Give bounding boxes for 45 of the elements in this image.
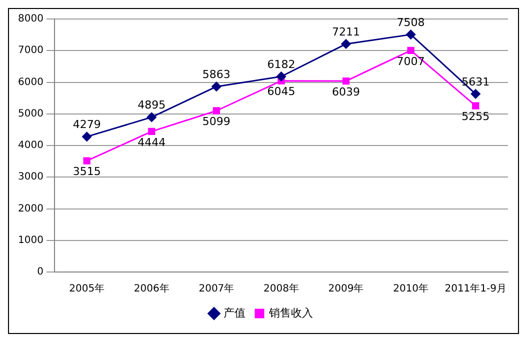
data-label: 6045 bbox=[267, 85, 296, 98]
data-label: 4279 bbox=[72, 118, 101, 132]
point bbox=[146, 112, 156, 122]
point bbox=[83, 157, 90, 164]
x-tick-label: 2008年 bbox=[264, 282, 299, 295]
point bbox=[148, 128, 156, 136]
point bbox=[276, 72, 286, 82]
point bbox=[341, 39, 351, 49]
point bbox=[212, 107, 220, 114]
point bbox=[472, 102, 480, 110]
point bbox=[342, 77, 350, 85]
data-label: 4444 bbox=[138, 136, 166, 149]
data-label: 3515 bbox=[72, 165, 101, 178]
data-label: 6182 bbox=[267, 58, 296, 71]
y-tick-label: 4000 bbox=[18, 140, 44, 152]
legend-label: 产值 bbox=[224, 306, 246, 320]
y-tick-label: 8000 bbox=[18, 14, 44, 25]
data-label: 5631 bbox=[462, 75, 490, 88]
y-tick-label: 2000 bbox=[18, 203, 44, 214]
x-tick-label: 2009年 bbox=[328, 282, 364, 295]
data-label: 7508 bbox=[396, 16, 425, 29]
x-tick-label: 2007年 bbox=[198, 282, 234, 295]
data-label: 7211 bbox=[332, 25, 360, 38]
y-tick-label: 7000 bbox=[18, 45, 44, 56]
data-label: 6039 bbox=[332, 85, 360, 98]
x-tick-label: 2005年 bbox=[69, 282, 105, 295]
legend-label: 销售收入 bbox=[268, 306, 313, 320]
y-tick-label: 6000 bbox=[18, 76, 44, 88]
point bbox=[470, 89, 480, 99]
x-tick-label: 2010年 bbox=[393, 282, 429, 295]
data-label: 5863 bbox=[202, 68, 230, 81]
point bbox=[407, 46, 414, 54]
y-tick-label: 1000 bbox=[18, 234, 44, 246]
data-label: 4895 bbox=[138, 98, 166, 112]
y-tick-label: 3000 bbox=[18, 172, 44, 183]
data-label: 7007 bbox=[396, 54, 425, 68]
point bbox=[82, 132, 92, 142]
x-tick-label: 2006年 bbox=[134, 282, 170, 295]
y-tick-label: 5000 bbox=[18, 108, 44, 120]
point bbox=[406, 30, 416, 40]
data-label: 5099 bbox=[202, 115, 230, 128]
y-tick-label: 0 bbox=[37, 266, 44, 278]
x-tick-label: 2011年1-9月 bbox=[444, 282, 506, 295]
point bbox=[212, 82, 222, 92]
data-label: 5255 bbox=[462, 110, 490, 124]
